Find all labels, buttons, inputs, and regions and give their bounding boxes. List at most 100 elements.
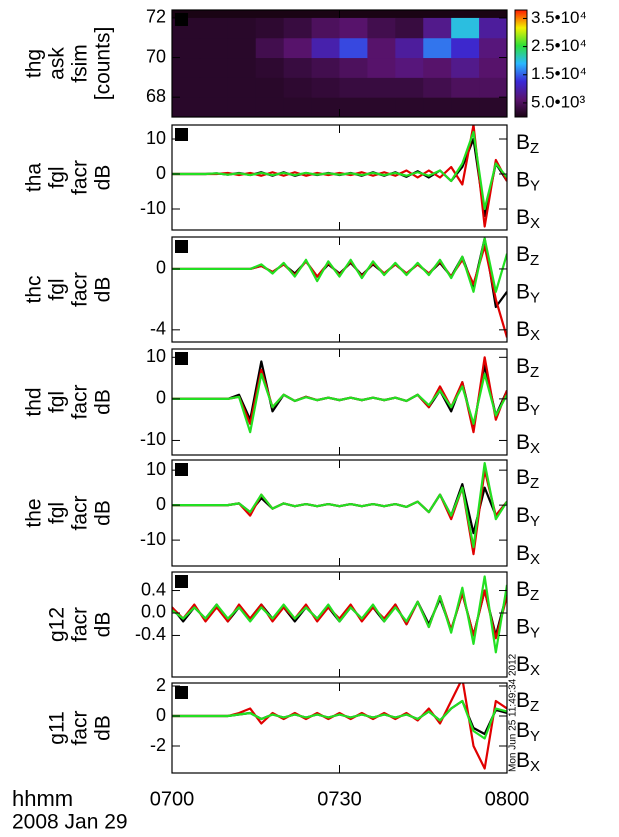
heat-cell	[395, 37, 424, 59]
heat-cell	[423, 37, 452, 59]
data-line	[172, 237, 507, 309]
y-axis-label: thg	[23, 49, 46, 78]
heat-cell	[255, 97, 285, 117]
colorbar-tick-label: 5.0•10³	[531, 92, 585, 111]
plot-area	[172, 575, 507, 654]
legend-entry: BY	[516, 393, 540, 419]
y-axis-label: thc	[23, 275, 46, 303]
colorbar-tick-label: 1.5•10⁴	[531, 64, 587, 83]
data-line	[172, 372, 507, 434]
y-axis-label: fsim	[69, 44, 92, 83]
legend-entry: BZ	[516, 466, 539, 492]
legend-entry: BX	[516, 542, 540, 568]
heat-cell	[451, 57, 480, 78]
y-tick-label: 10	[146, 459, 166, 479]
y-axis-label: g12	[46, 607, 69, 642]
panel-frame	[171, 459, 508, 567]
y-axis-label: fgl	[46, 166, 69, 188]
date-label: 2008 Jan 29	[12, 811, 128, 834]
heat-cell	[311, 57, 340, 78]
heat-cell	[395, 77, 424, 98]
y-axis-label: facr	[69, 607, 92, 642]
y-tick-label: -10	[140, 429, 166, 449]
legend-entry: BZ	[516, 578, 539, 604]
y-tick-label: -4	[150, 319, 166, 339]
data-line	[172, 699, 507, 740]
heat-cell	[172, 57, 201, 78]
panel-letter-box	[175, 128, 188, 141]
y-axis-label: facr	[69, 272, 92, 307]
y-tick-label: 0	[156, 388, 166, 408]
heat-cell	[479, 17, 507, 39]
panel-letter: a	[178, 12, 185, 26]
y-axis-label: fgl	[46, 502, 69, 524]
heat-cell	[172, 77, 201, 98]
panel-frame	[171, 236, 508, 343]
y-tick-label: 0	[156, 258, 166, 278]
heat-cell	[395, 17, 424, 39]
panel-letter: b	[178, 127, 185, 141]
plot-area	[172, 462, 507, 556]
x-axis-label: hhmm	[12, 786, 73, 811]
y-axis-label: facr	[69, 384, 92, 419]
heat-cell	[199, 77, 229, 98]
heat-cell	[227, 97, 257, 117]
heat-cell	[227, 57, 257, 78]
heat-cell	[423, 57, 452, 78]
panel-frame	[171, 682, 508, 774]
heat-cell	[255, 17, 285, 39]
data-line	[172, 469, 507, 556]
heat-cell	[311, 17, 340, 39]
y-axis-label: [counts]	[92, 27, 115, 101]
heat-cell	[255, 37, 285, 59]
heat-cell	[227, 17, 257, 39]
heat-cell	[311, 77, 340, 98]
heat-cell	[339, 37, 368, 59]
y-tick-label: 0	[156, 494, 166, 514]
heat-cell	[199, 57, 229, 78]
panel-frame	[171, 348, 508, 456]
heat-cell	[339, 97, 368, 117]
heat-cell	[395, 57, 424, 78]
y-tick-label: 70	[146, 46, 166, 66]
heat-cell	[479, 37, 507, 59]
x-tick-label: 0700	[150, 788, 195, 810]
heat-cell	[283, 77, 313, 98]
heat-cell	[199, 97, 229, 117]
panel-frame	[171, 571, 508, 678]
data-line	[172, 483, 507, 535]
heat-cell	[199, 17, 229, 39]
y-tick-label: 10	[146, 346, 166, 366]
y-tick-label: 0	[156, 705, 166, 725]
heat-cell	[367, 97, 396, 117]
heat-cell	[339, 17, 368, 39]
y-axis-label: dB	[92, 500, 115, 526]
y-axis-label: dB	[92, 389, 115, 415]
y-axis-label: ask	[46, 47, 69, 80]
data-line	[172, 125, 507, 228]
heat-cell	[367, 77, 396, 98]
heat-cell	[367, 37, 396, 59]
plot-area	[172, 125, 507, 228]
heat-cell	[283, 97, 313, 117]
legend-entry: BZ	[516, 243, 539, 269]
panel-letter: d	[178, 351, 186, 365]
y-axis-label: dB	[92, 612, 115, 638]
y-tick-label: 68	[146, 86, 166, 106]
legend-entry: BZ	[516, 689, 539, 715]
data-line	[172, 130, 507, 211]
panel-letter: g	[177, 685, 186, 699]
heat-cell	[255, 57, 285, 78]
heat-cell	[339, 57, 368, 78]
panel-letter-box	[175, 13, 188, 26]
plot-area	[172, 683, 507, 770]
heat-cell	[479, 77, 507, 98]
y-axis-label: thd	[23, 387, 46, 416]
y-axis-label: fgl	[46, 278, 69, 300]
y-axis-label: facr	[69, 710, 92, 745]
colorbar	[514, 9, 528, 118]
y-tick-label: 0.4	[141, 579, 166, 599]
panel-letter: c	[178, 239, 185, 253]
data-line	[172, 575, 507, 654]
